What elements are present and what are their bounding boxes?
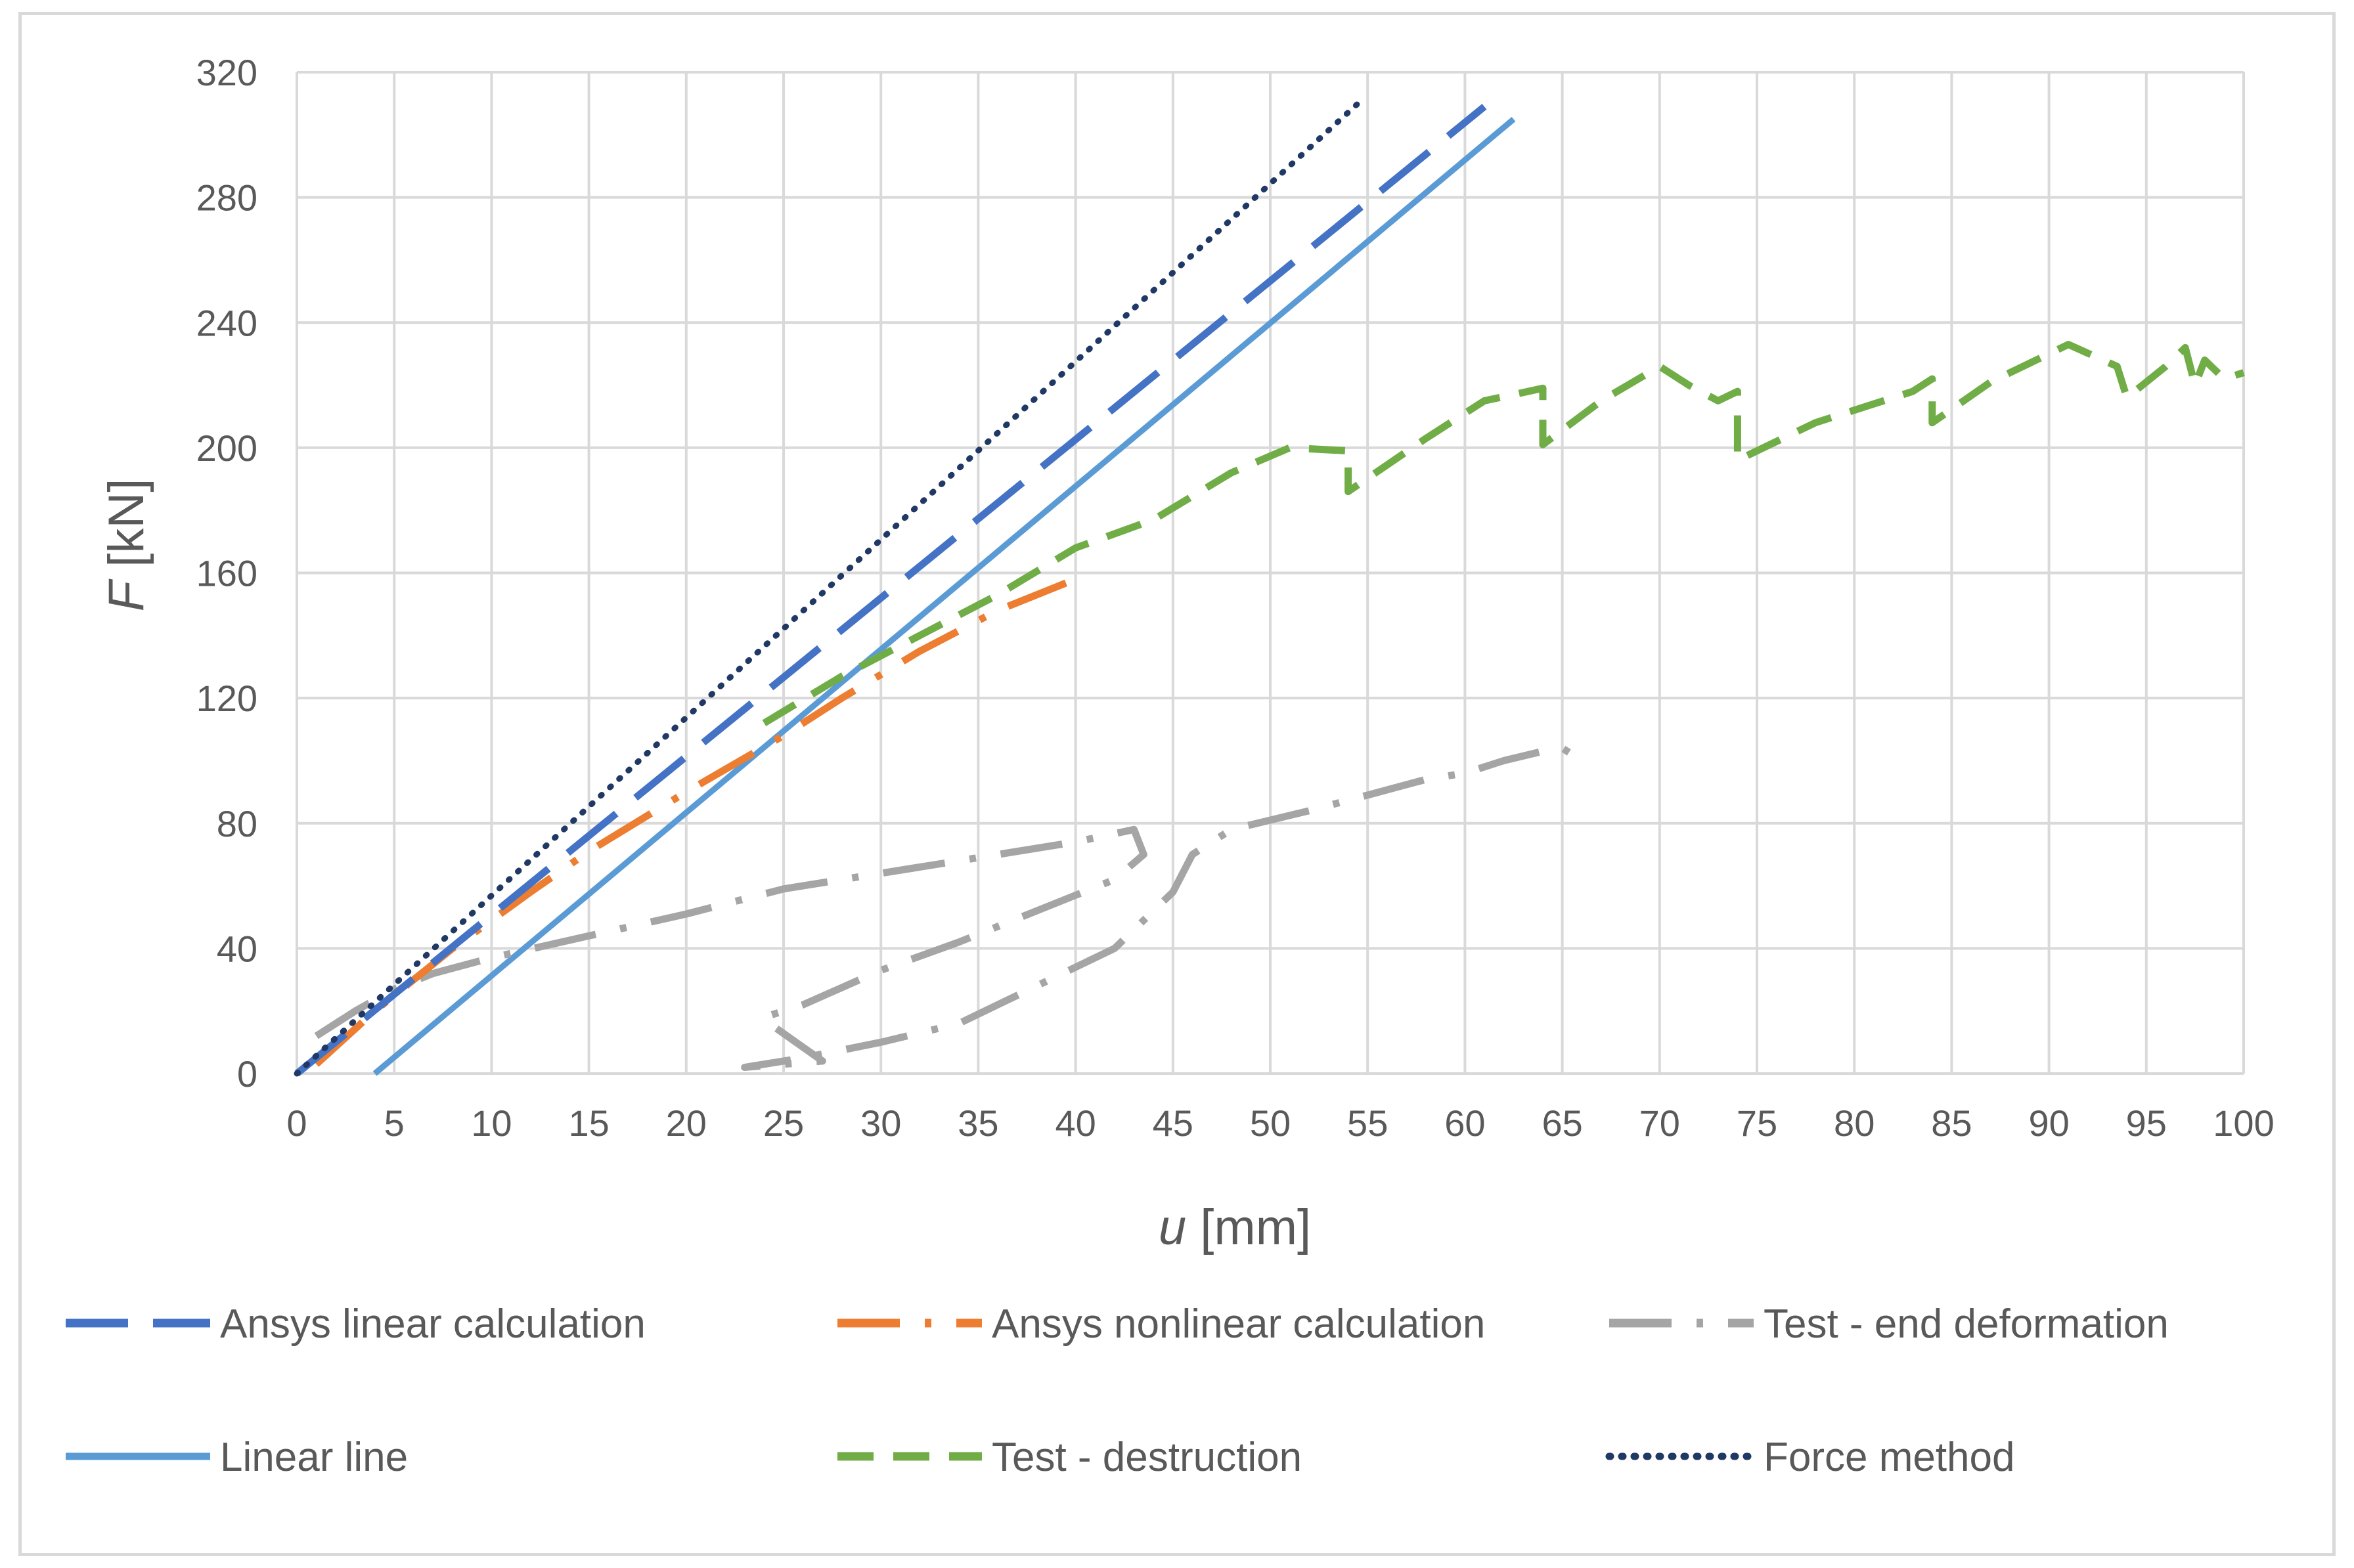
y-tick-label: 160 bbox=[196, 553, 257, 594]
y-axis-title: F [kN] bbox=[99, 479, 154, 612]
x-tick-label: 55 bbox=[1347, 1102, 1388, 1144]
series-line bbox=[762, 341, 2245, 727]
x-axis-title: u [mm] bbox=[1159, 1200, 1311, 1255]
x-tick-label: 80 bbox=[1834, 1102, 1875, 1144]
y-tick-label: 40 bbox=[217, 928, 257, 969]
legend-label: Force method bbox=[1764, 1435, 2015, 1480]
x-tick-label: 90 bbox=[2028, 1102, 2069, 1144]
x-tick-label: 60 bbox=[1444, 1102, 1485, 1144]
series-line bbox=[313, 575, 1077, 1067]
x-tick-label: 40 bbox=[1055, 1102, 1096, 1144]
y-tick-label: 120 bbox=[196, 678, 257, 719]
y-tick-label: 200 bbox=[196, 427, 257, 469]
series-line bbox=[294, 100, 1361, 1077]
x-tick-label: 75 bbox=[1737, 1102, 1777, 1144]
x-tick-label: 35 bbox=[958, 1102, 998, 1144]
y-tick-label: 80 bbox=[217, 803, 257, 844]
legend-label: Test - destruction bbox=[992, 1435, 1302, 1480]
x-tick-label: 100 bbox=[2213, 1102, 2274, 1144]
y-tick-label: 320 bbox=[196, 52, 257, 93]
x-tick-label: 10 bbox=[471, 1102, 512, 1144]
x-tick-label: 70 bbox=[1639, 1102, 1680, 1144]
series-line bbox=[314, 744, 1584, 1071]
x-tick-label: 0 bbox=[286, 1102, 307, 1144]
x-tick-label: 85 bbox=[1931, 1102, 1972, 1144]
x-tick-label: 95 bbox=[2126, 1102, 2167, 1144]
legend: Ansys linear calculation Ansys nonlinear … bbox=[66, 1301, 2169, 1480]
series-line bbox=[294, 104, 1487, 1077]
x-tick-label: 5 bbox=[384, 1102, 405, 1144]
x-tick-label: 30 bbox=[860, 1102, 901, 1144]
x-tick-label: 50 bbox=[1250, 1102, 1291, 1144]
x-tick-label: 45 bbox=[1153, 1102, 1193, 1144]
y-tick-label: 280 bbox=[196, 177, 257, 219]
tick-labels: 0 5 10 15 20 25 30 35 40 45 50 55 60 65 70 75 80 85 90 95 10… bbox=[196, 52, 2275, 1144]
legend-label: Test - end deformation bbox=[1764, 1301, 2169, 1347]
x-tick-label: 15 bbox=[568, 1102, 609, 1144]
grid bbox=[296, 71, 2245, 1075]
legend-label: Linear line bbox=[220, 1435, 408, 1480]
x-tick-label: 25 bbox=[763, 1102, 804, 1144]
series-line bbox=[372, 117, 1516, 1076]
y-tick-label: 0 bbox=[237, 1053, 257, 1095]
y-tick-label: 240 bbox=[196, 302, 257, 343]
chart-frame bbox=[18, 12, 2336, 1556]
legend-label: Ansys linear calculation bbox=[220, 1301, 646, 1347]
x-tick-label: 65 bbox=[1542, 1102, 1582, 1144]
x-tick-label: 20 bbox=[666, 1102, 707, 1144]
series-layer bbox=[294, 100, 2245, 1077]
legend-label: Ansys nonlinear calculation bbox=[992, 1301, 1485, 1347]
